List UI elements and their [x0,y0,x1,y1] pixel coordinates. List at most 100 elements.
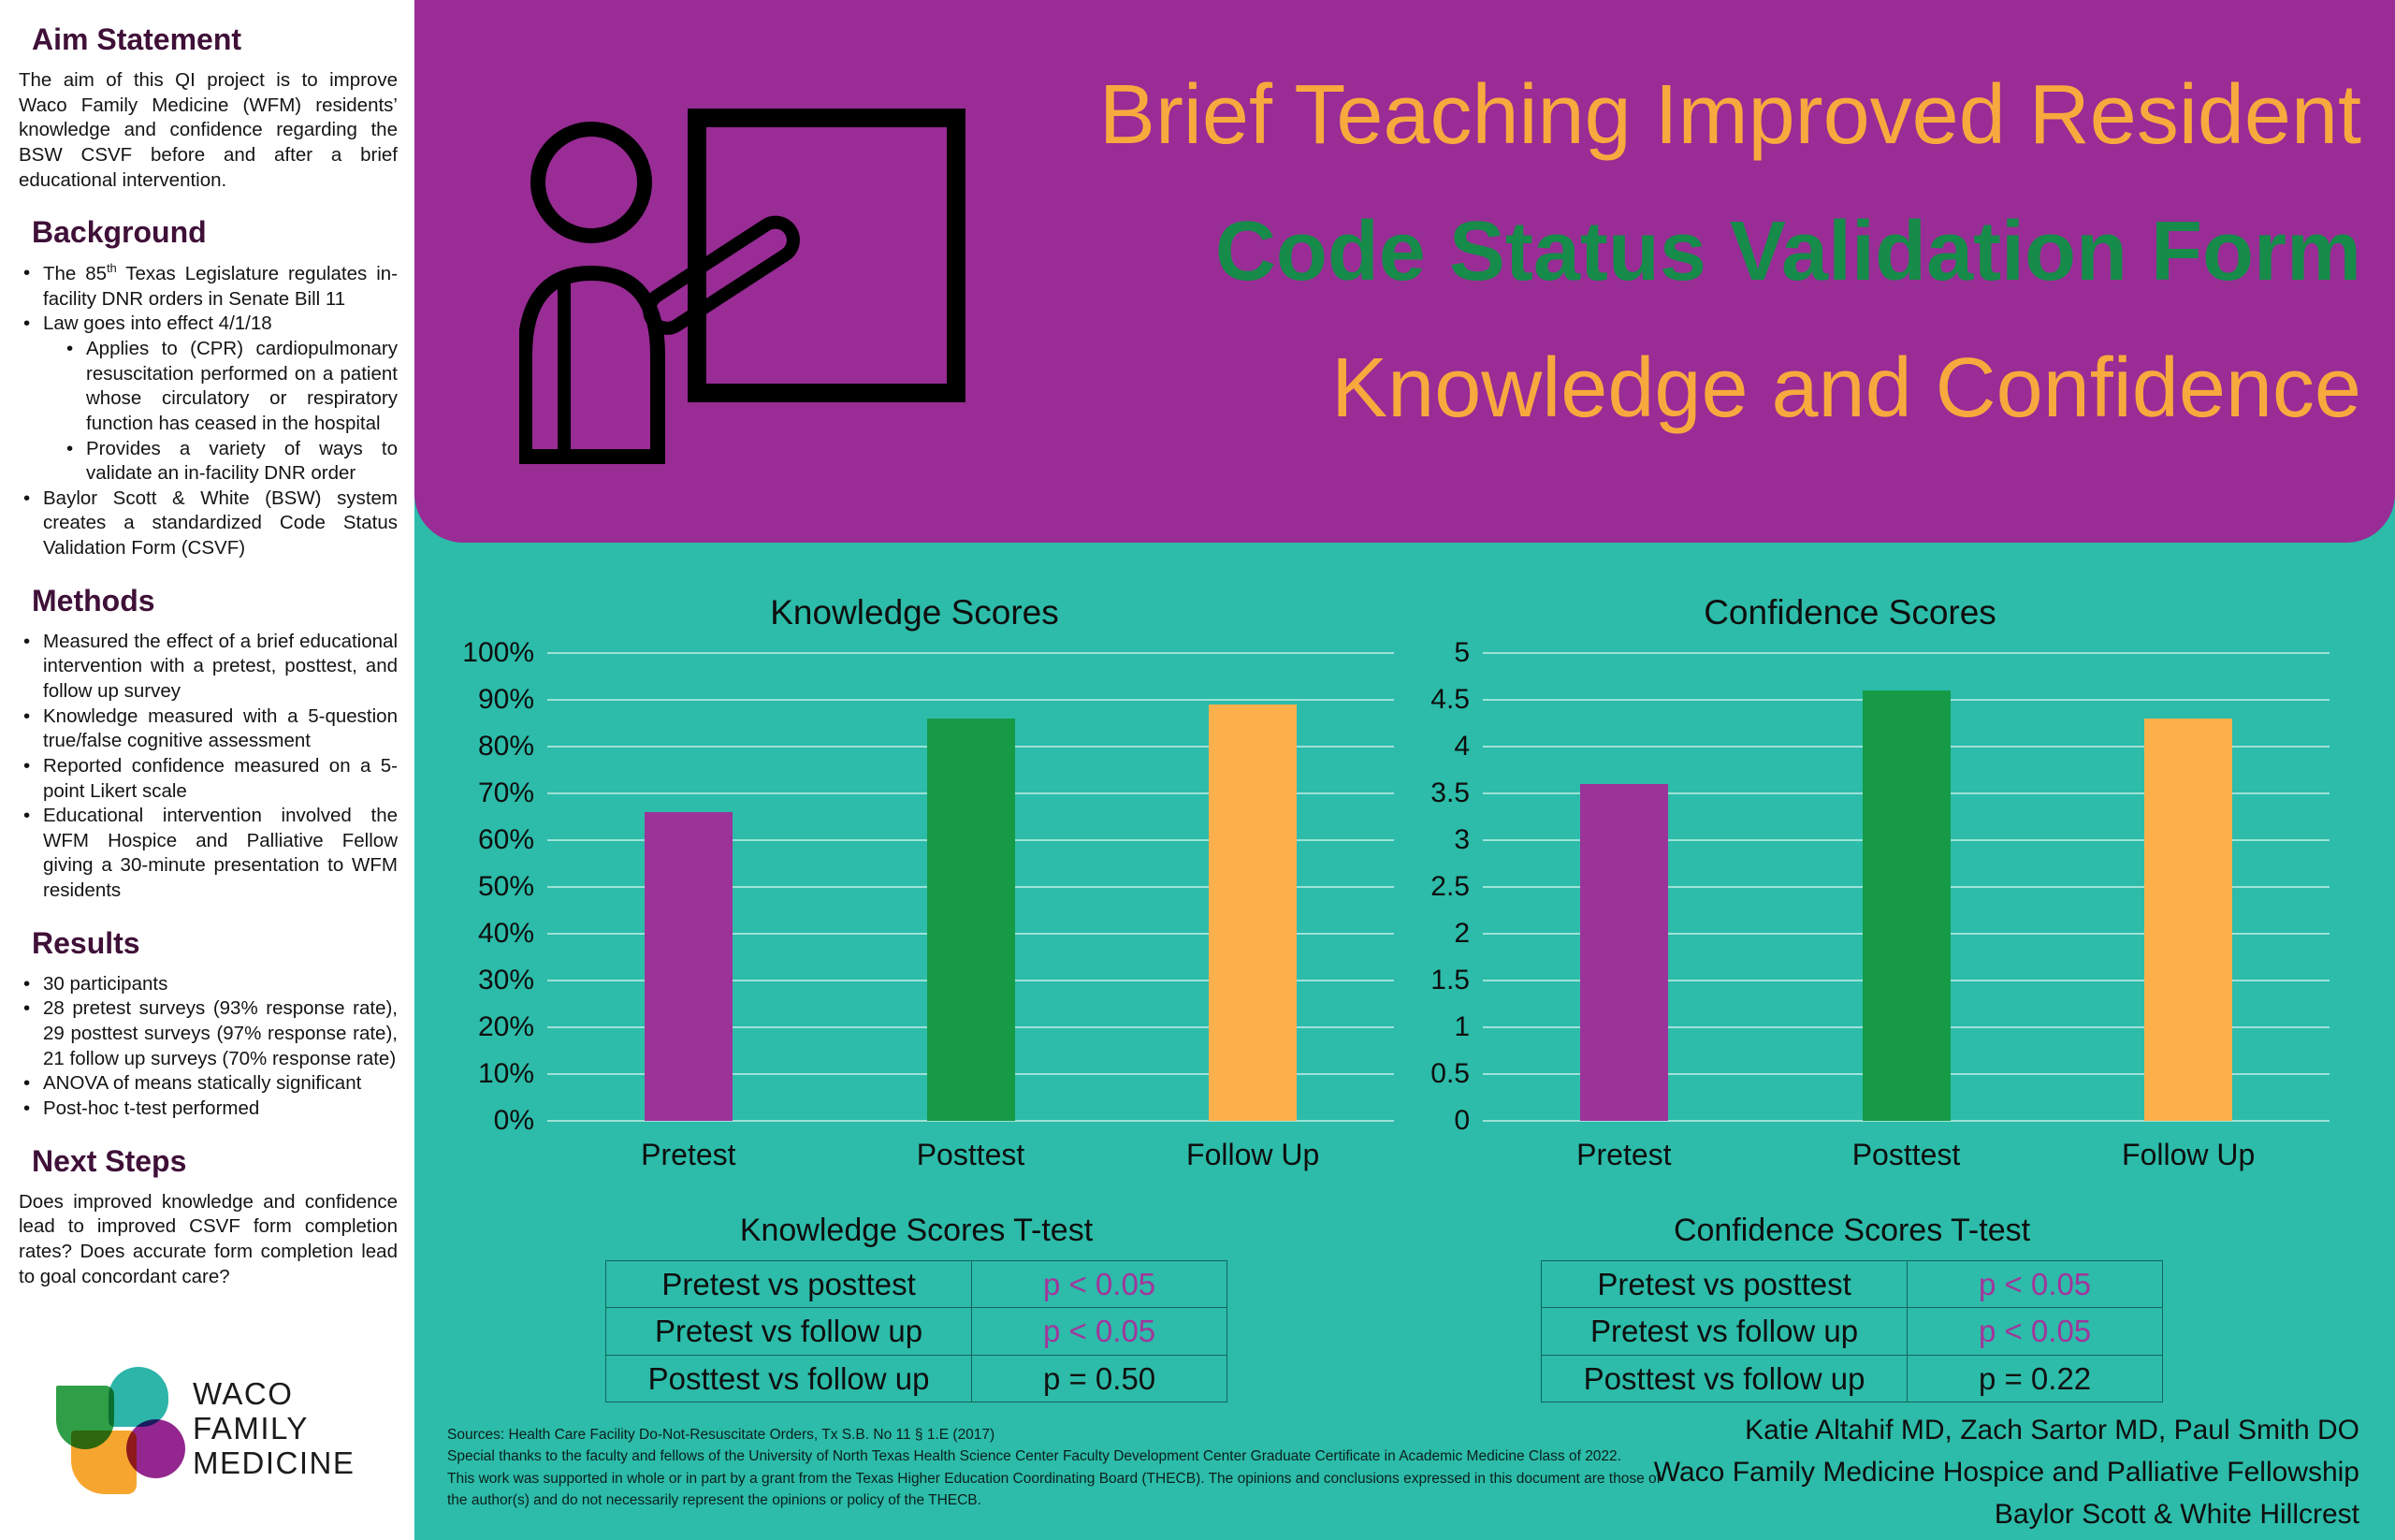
title-banner: Brief Teaching Improved Resident Code St… [414,0,2395,543]
y-axis-tick-label: 30% [477,965,534,995]
ttest-row: Pretest vs posttest p < 0.05 [1542,1261,2162,1309]
bar-pretest [644,812,733,1121]
waco-family-medicine-logo: WACO FAMILY MEDICINE [52,1363,380,1508]
y-axis-tick-label: 4.5 [1430,684,1470,715]
knowledge-scores-chart: Knowledge Scores 0% 10% 20% 30% 40% 50% 60% 70%… [426,588,1403,1205]
y-axis-tick-label: 0 [1454,1105,1470,1136]
bullet-item: Post-hoc t-test performed [19,1097,398,1122]
bullet-item: Measured the effect of a brief education… [19,630,398,705]
sidebar-section-results: Results 30 participants28 pretest surveys… [19,926,398,1122]
y-axis-tick-label: 80% [477,731,534,762]
ttest-comparison: Pretest vs follow up [606,1308,973,1355]
credits-line: Baylor Scott & White Hillcrest [1994,1499,2359,1530]
sidebar-section-aim-statement: Aim Statement The aim of this QI project … [19,22,398,193]
y-axis-tick-label: 50% [477,871,534,902]
ttest-title: Confidence Scores T-test [1673,1213,2031,1248]
logo-wordmark: WACO FAMILY MEDICINE [193,1376,355,1480]
gridline [547,652,1394,654]
y-axis-tick-label: 2.5 [1430,871,1470,902]
ttest-row: Pretest vs follow up p < 0.05 [1542,1308,2162,1356]
ttest-row: Pretest vs posttest p < 0.05 [606,1261,1227,1309]
section-heading-next-steps: Next Steps [32,1143,187,1178]
x-axis-category-label: Follow Up [1186,1138,1320,1171]
bullet-item: Educational intervention involved the WF… [19,804,398,904]
y-axis-tick-label: 0% [493,1105,534,1136]
confidence-scores-chart: Confidence Scores 0 0.5 1 1.5 2 2.5 3 3.5 4 4.5 5 P… [1361,588,2339,1205]
section-heading-aim-statement: Aim Statement [32,22,242,56]
ttest-table: Pretest vs posttest p < 0.05 Pretest vs fo… [605,1260,1227,1402]
section-heading-background: Background [32,215,207,250]
ttest-p-value: p < 0.05 [1978,1314,2092,1349]
y-axis-tick-label: 0.5 [1430,1058,1470,1089]
y-axis-tick-label: 4 [1454,731,1470,762]
logo-circle-purple-icon [126,1419,185,1478]
logo-wordmark-line: WACO [193,1376,294,1411]
sidebar-section-methods: Methods Measured the effect of a brief ed… [19,584,398,904]
y-axis-tick-label: 90% [477,684,534,715]
sources-line: Sources: Health Care Facility Do-Not-Res… [447,1427,995,1443]
ttest-comparison: Posttest vs follow up [606,1355,973,1402]
ttest-comparison: Posttest vs follow up [1542,1355,1909,1402]
teacher-presentation-icon [519,109,965,464]
ttest-row: Posttest vs follow up p = 0.50 [606,1355,1227,1402]
ttest-row: Pretest vs follow up p < 0.05 [606,1308,1227,1356]
y-axis-tick-label: 1 [1454,1011,1470,1042]
bullet-list: The 85th Texas Legislature regulates in-… [19,261,398,561]
bullet-item: The 85th Texas Legislature regulates in-… [19,261,398,312]
sources-line: the author(s) and do not necessarily rep… [447,1491,981,1508]
logo-wordmark-line: MEDICINE [193,1446,356,1480]
bullet-item: 28 pretest surveys (93% response rate), … [19,996,398,1071]
section-heading-results: Results [32,925,140,960]
bullet-item: Provides a variety of ways to validate a… [62,437,398,487]
credits-line: Waco Family Medicine Hospice and Palliat… [1653,1457,2359,1488]
y-axis-tick-label: 3 [1454,824,1470,855]
gridline [547,699,1394,701]
y-axis-tick-label: 60% [477,824,534,855]
bar-pretest [1579,784,1668,1121]
y-axis-tick-label: 5 [1454,637,1470,668]
x-axis-category-label: Posttest [1851,1138,1961,1171]
ttest-p-value: p < 0.05 [1042,1267,1156,1301]
ttest-title: Knowledge Scores T-test [739,1213,1094,1248]
poster-title-line-2: Code Status Validation Form [1214,205,2361,298]
bullet-list: 30 participants28 pretest surveys (93% r… [19,972,398,1122]
poster-title-line-3: Knowledge and Confidence [1331,341,2361,435]
y-axis-tick-label: 2 [1454,918,1470,949]
ttest-p-value: p = 0.22 [1978,1360,2092,1396]
poster-title-line-1: Brief Teaching Improved Resident [1098,68,2361,162]
bullet-item: Law goes into effect 4/1/18 [19,312,398,337]
authors-credits: Katie Altahif MD, Zach Sartor MD, Paul S… [1424,1409,2359,1535]
knowledge-ttest: Knowledge Scores T-test Pretest vs postt… [605,1213,1227,1402]
chart-plot-area: 0 0.5 1 1.5 2 2.5 3 3.5 4 4.5 5 Pretest Posttest Foll… [1430,637,2330,1171]
chart-title: Confidence Scores [1704,593,1996,632]
sidebar-sections: Aim Statement The aim of this QI project … [19,22,398,1289]
bullet-item: 30 participants [19,972,398,997]
y-axis-tick-label: 1.5 [1430,965,1470,995]
logo-wordmark-line: FAMILY [193,1411,309,1446]
gridline [1483,1120,2330,1122]
sidebar-section-next-steps: Next Steps Does improved knowledge and co… [19,1144,398,1290]
ttest-row: Posttest vs follow up p = 0.22 [1542,1355,2162,1402]
confidence-ttest: Confidence Scores T-test Pretest vs post… [1541,1213,2163,1402]
y-axis-tick-label: 20% [477,1011,534,1042]
x-axis-category-label: Posttest [916,1138,1025,1171]
x-axis-category-label: Follow Up [2122,1138,2256,1171]
ttest-p-value: p < 0.05 [1978,1267,2092,1301]
ttest-p-value: p < 0.05 [1042,1314,1156,1349]
chart-plot-area: 0% 10% 20% 30% 40% 50% 60% 70% 80% 90% 100% Pretest… [462,637,1394,1171]
bullet-item: Reported confidence measured on a 5-poin… [19,754,398,804]
x-axis-category-label: Pretest [641,1138,736,1171]
sources-note: Sources: Health Care Facility Do-Not-Res… [447,1424,1673,1511]
chart-title: Knowledge Scores [770,593,1059,632]
section-paragraph: Does improved knowledge and confidence l… [19,1190,398,1287]
ttest-p-value: p = 0.50 [1042,1360,1156,1396]
sources-line: Special thanks to the faculty and fellow… [447,1448,1621,1465]
section-paragraph: The aim of this QI project is to improve… [19,69,398,191]
sidebar: Aim Statement The aim of this QI project … [0,0,414,1540]
gridline [1483,652,2330,654]
gridline [547,1120,1394,1122]
ttest-comparison: Pretest vs follow up [1542,1308,1909,1355]
bar-follow-up [1209,705,1298,1121]
sources-line: This work was supported in whole or in p… [447,1470,1661,1487]
